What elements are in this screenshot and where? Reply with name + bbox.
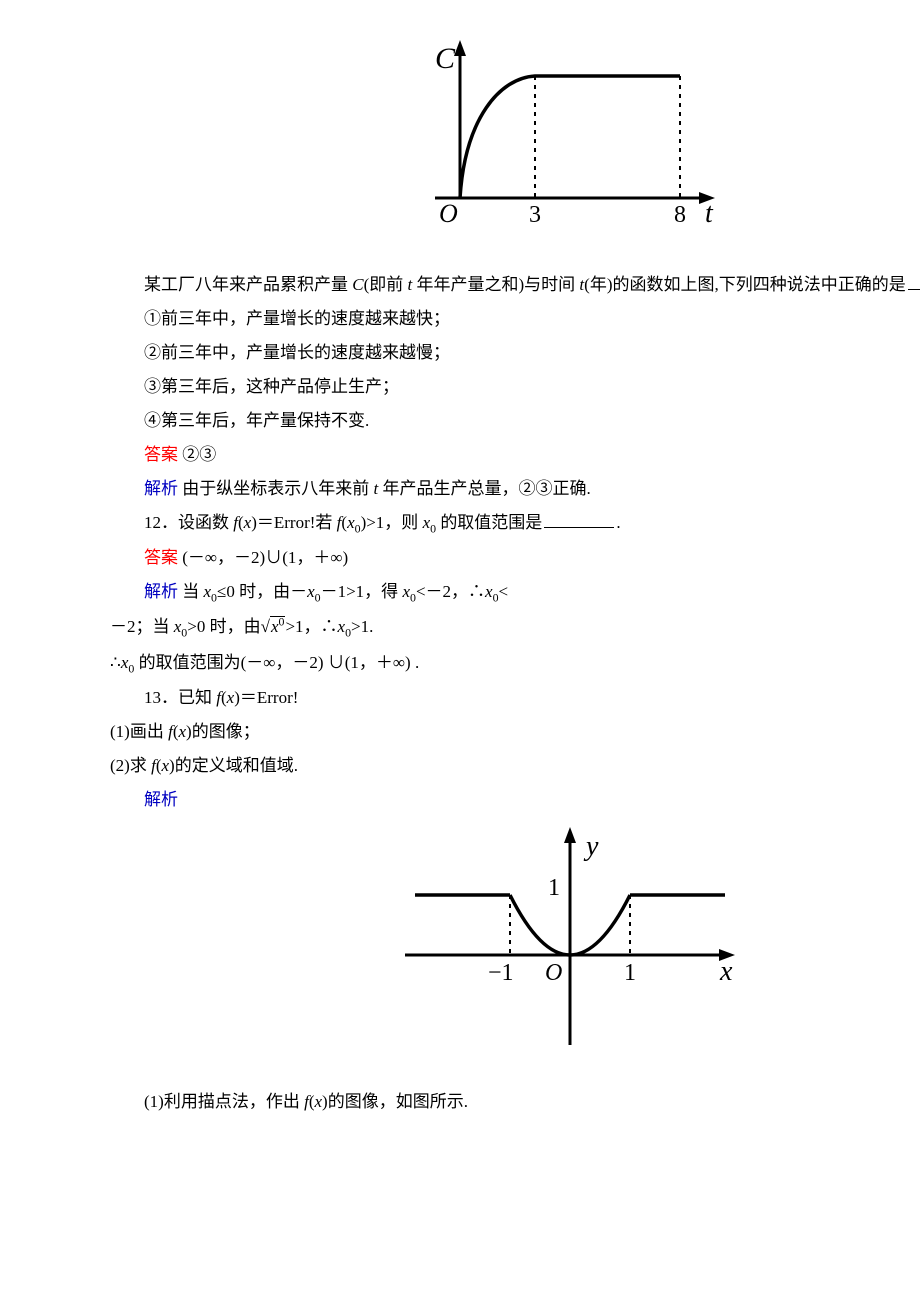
opt-3: ③第三年后，这种产品停止生产；	[110, 370, 920, 404]
chart-c-vs-t: C O 3 8 t	[405, 38, 735, 238]
axis-label-t: t	[705, 198, 714, 229]
p13-sub2: (2)求 f(x)的定义域和值域.	[110, 749, 920, 783]
xtick-8: 8	[674, 202, 686, 228]
solution-13: 解析	[110, 783, 920, 817]
origin-label-1: O	[439, 199, 458, 228]
p12-stem: 12．设函数 f(x)＝Error!若 f(x0)>1，则 x0 的取值范围是.	[110, 506, 920, 541]
answer-12: 答案 (－∞，－2)∪(1，＋∞)	[110, 541, 920, 575]
opt-1: ①前三年中，产量增长的速度越来越快；	[110, 302, 920, 336]
solution-label-2: 解析	[144, 582, 178, 601]
ytick-1: 1	[548, 875, 560, 901]
blank-1	[908, 274, 920, 290]
opt-4: ④第三年后，年产量保持不变.	[110, 404, 920, 438]
blank-2	[544, 512, 614, 528]
answer-11: 答案 ②③	[110, 438, 920, 472]
solution-label: 解析	[144, 479, 178, 498]
p11-stem: 某工厂八年来产品累积产量 C(即前 t 年年产量之和)与时间 t(年)的函数如上…	[110, 268, 920, 302]
figure-2: y 1 −1 O 1 x	[110, 825, 920, 1067]
axis-label-c: C	[435, 42, 456, 75]
xtick-neg1: −1	[488, 960, 514, 986]
figure-1: C O 3 8 t	[110, 38, 920, 250]
axis-label-x: x	[719, 956, 733, 987]
solution-12-l1: 解析 当 x0≤0 时，由－x0－1>1，得 x0<－2，∴x0<	[110, 575, 920, 610]
p13-sub1: (1)画出 f(x)的图像；	[110, 715, 920, 749]
xtick-3: 3	[529, 202, 541, 228]
p13-stem: 13．已知 f(x)＝Error!	[110, 681, 920, 715]
solution-11: 解析 由于纵坐标表示八年来前 t 年产品生产总量，②③正确.	[110, 472, 920, 506]
solution-13-p1: (1)利用描点法，作出 f(x)的图像，如图所示.	[110, 1085, 920, 1119]
answer-label-2: 答案	[144, 548, 178, 567]
opt-2: ②前三年中，产量增长的速度越来越慢；	[110, 336, 920, 370]
chart-fx: y 1 −1 O 1 x	[390, 825, 750, 1055]
answer-label: 答案	[144, 445, 178, 464]
solution-12-l2: －2；当 x0>0 时，由√x0>1，∴x0>1.	[110, 610, 920, 645]
solution-12-l3: ∴x0 的取值范围为(－∞，－2) ∪(1，＋∞) .	[110, 646, 920, 681]
solution-label-3: 解析	[144, 790, 178, 809]
xtick-pos1: 1	[624, 960, 636, 986]
origin-label-2: O	[545, 960, 562, 986]
axis-label-y: y	[583, 831, 599, 862]
